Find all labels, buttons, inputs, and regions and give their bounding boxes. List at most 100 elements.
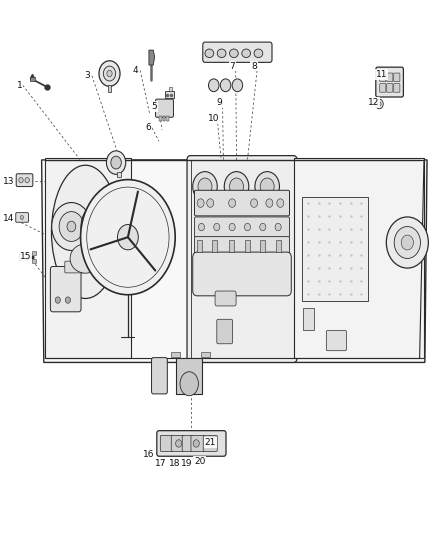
Circle shape bbox=[55, 297, 60, 303]
Circle shape bbox=[214, 223, 220, 231]
FancyBboxPatch shape bbox=[217, 319, 233, 344]
FancyBboxPatch shape bbox=[171, 435, 184, 451]
Circle shape bbox=[88, 212, 113, 241]
Bar bbox=[108, 85, 111, 92]
FancyBboxPatch shape bbox=[194, 217, 290, 237]
Text: 7: 7 bbox=[229, 62, 235, 70]
Bar bbox=[163, 116, 165, 121]
Circle shape bbox=[208, 79, 219, 92]
Ellipse shape bbox=[51, 165, 119, 298]
Circle shape bbox=[65, 297, 71, 303]
Polygon shape bbox=[149, 50, 155, 65]
Text: 10: 10 bbox=[208, 115, 219, 123]
FancyBboxPatch shape bbox=[394, 84, 400, 92]
Bar bbox=[117, 172, 121, 177]
Text: 17: 17 bbox=[155, 459, 167, 468]
Circle shape bbox=[232, 79, 243, 92]
FancyBboxPatch shape bbox=[187, 156, 297, 362]
FancyBboxPatch shape bbox=[160, 435, 173, 451]
Text: 6: 6 bbox=[145, 124, 151, 132]
Circle shape bbox=[260, 178, 274, 195]
Bar bbox=[19, 254, 28, 260]
Bar bbox=[212, 240, 217, 252]
Ellipse shape bbox=[242, 49, 251, 58]
Text: 12: 12 bbox=[367, 98, 379, 107]
Circle shape bbox=[277, 199, 284, 207]
Circle shape bbox=[386, 217, 428, 268]
FancyBboxPatch shape bbox=[394, 73, 400, 82]
Circle shape bbox=[106, 151, 126, 174]
FancyBboxPatch shape bbox=[191, 435, 205, 451]
Ellipse shape bbox=[70, 244, 101, 273]
Circle shape bbox=[207, 199, 214, 207]
FancyBboxPatch shape bbox=[193, 252, 291, 296]
Circle shape bbox=[394, 227, 420, 259]
Bar bbox=[260, 240, 265, 252]
Circle shape bbox=[229, 223, 235, 231]
Circle shape bbox=[81, 203, 120, 251]
FancyBboxPatch shape bbox=[194, 190, 290, 216]
Text: 20: 20 bbox=[194, 457, 205, 465]
FancyBboxPatch shape bbox=[215, 291, 236, 306]
FancyBboxPatch shape bbox=[16, 213, 28, 222]
Bar bbox=[165, 91, 174, 98]
FancyBboxPatch shape bbox=[376, 67, 403, 97]
Circle shape bbox=[99, 61, 120, 86]
Circle shape bbox=[197, 199, 204, 207]
Circle shape bbox=[81, 180, 175, 295]
Text: 21: 21 bbox=[205, 438, 216, 447]
FancyBboxPatch shape bbox=[203, 42, 272, 62]
FancyBboxPatch shape bbox=[380, 73, 386, 82]
Bar bbox=[169, 87, 172, 91]
FancyBboxPatch shape bbox=[387, 84, 393, 92]
Circle shape bbox=[378, 102, 381, 106]
Text: 8: 8 bbox=[251, 62, 257, 70]
Text: 16: 16 bbox=[143, 450, 155, 458]
Bar bbox=[30, 77, 35, 81]
Circle shape bbox=[25, 177, 29, 183]
Bar bbox=[171, 352, 180, 357]
FancyBboxPatch shape bbox=[65, 261, 84, 273]
Text: 11: 11 bbox=[376, 70, 388, 79]
Text: 9: 9 bbox=[216, 98, 222, 107]
FancyBboxPatch shape bbox=[326, 330, 346, 351]
Circle shape bbox=[96, 221, 105, 232]
Circle shape bbox=[59, 212, 84, 241]
Circle shape bbox=[20, 215, 24, 220]
FancyBboxPatch shape bbox=[194, 237, 290, 255]
Bar bbox=[303, 308, 314, 330]
Text: 3: 3 bbox=[85, 71, 91, 80]
Bar bbox=[166, 116, 169, 121]
FancyBboxPatch shape bbox=[50, 266, 81, 312]
Circle shape bbox=[375, 99, 383, 109]
Polygon shape bbox=[42, 160, 427, 362]
Circle shape bbox=[229, 199, 236, 207]
Circle shape bbox=[198, 223, 205, 231]
Circle shape bbox=[260, 223, 266, 231]
Ellipse shape bbox=[254, 49, 263, 58]
Bar bbox=[294, 158, 424, 358]
Text: 18: 18 bbox=[169, 459, 180, 468]
FancyBboxPatch shape bbox=[182, 435, 193, 451]
FancyBboxPatch shape bbox=[380, 84, 386, 92]
Bar bbox=[276, 240, 281, 252]
Bar bbox=[159, 116, 162, 121]
Ellipse shape bbox=[230, 49, 238, 58]
Circle shape bbox=[111, 156, 121, 169]
Text: 1: 1 bbox=[17, 81, 23, 90]
Circle shape bbox=[176, 440, 182, 447]
Circle shape bbox=[52, 203, 91, 251]
Text: 13: 13 bbox=[3, 177, 14, 185]
Circle shape bbox=[103, 66, 116, 81]
Circle shape bbox=[67, 221, 76, 232]
FancyBboxPatch shape bbox=[387, 73, 393, 82]
Ellipse shape bbox=[180, 372, 198, 395]
Circle shape bbox=[401, 235, 413, 250]
Circle shape bbox=[266, 199, 273, 207]
Bar bbox=[201, 352, 210, 357]
Text: 19: 19 bbox=[181, 459, 192, 468]
Circle shape bbox=[224, 172, 249, 201]
FancyBboxPatch shape bbox=[203, 435, 217, 451]
FancyBboxPatch shape bbox=[157, 431, 226, 456]
Bar bbox=[229, 240, 234, 252]
